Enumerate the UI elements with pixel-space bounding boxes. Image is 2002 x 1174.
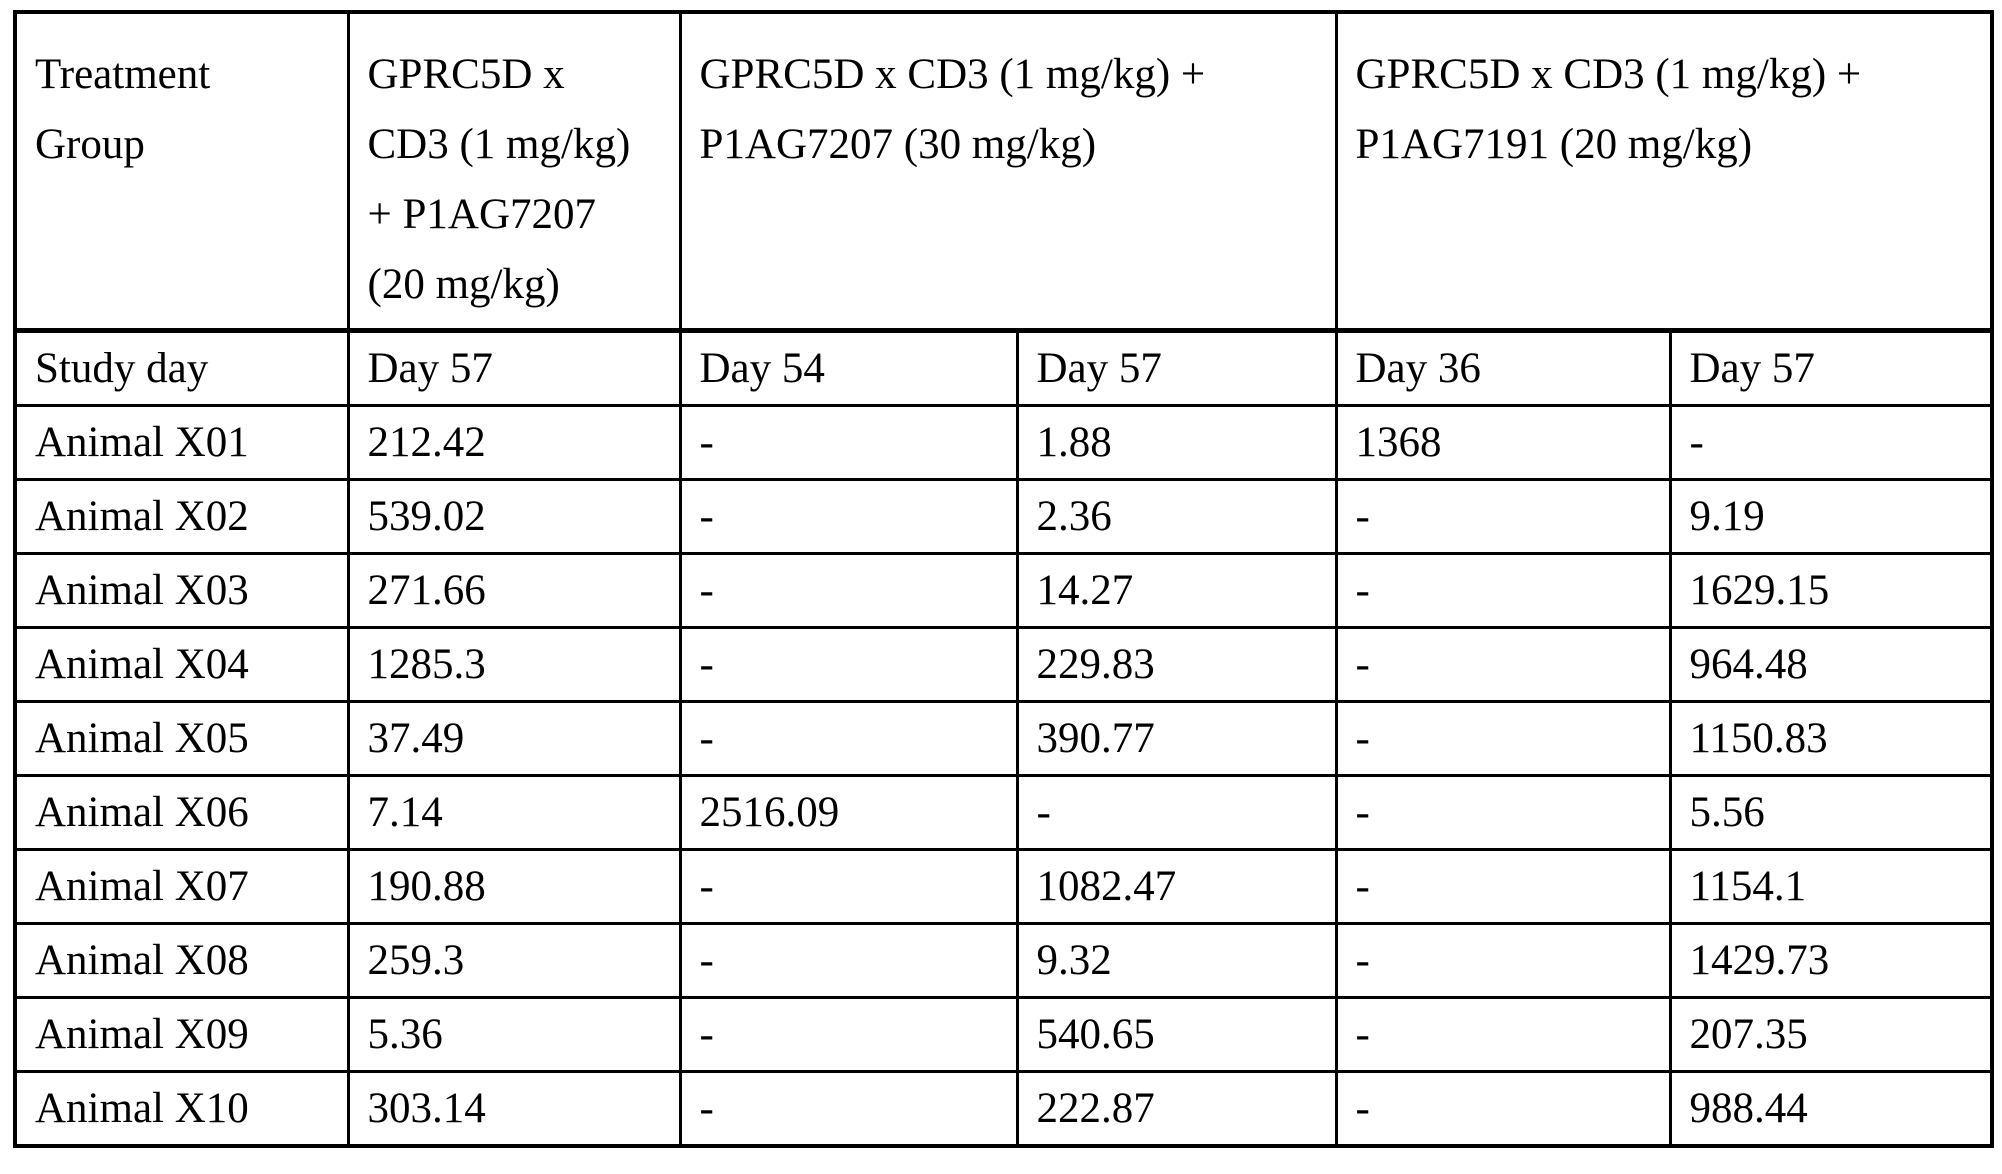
animal-id-cell: Animal X02: [13, 478, 350, 555]
value-cell: -: [678, 404, 1019, 481]
value-cell: 37.49: [346, 700, 682, 777]
animal-id-cell: Animal X07: [13, 848, 350, 925]
value-cell: 9.32: [1015, 922, 1338, 999]
value-cell: 5.56: [1668, 774, 1994, 851]
animal-id-cell: Animal X09: [13, 996, 350, 1073]
table-row-animal-x01: Animal X01 212.42 - 1.88 1368 -: [13, 404, 1994, 481]
value-cell: 212.42: [346, 404, 682, 481]
header-treatment-group: Treatment Group: [13, 10, 350, 333]
header-group3-gprc5d-cd3-p1ag7191-20: GPRC5D x CD3 (1 mg/kg) + P1AG7191 (20 mg…: [1334, 10, 1994, 333]
value-cell: 1285.3: [346, 626, 682, 703]
value-cell: -: [1334, 774, 1672, 851]
value-cell: -: [1334, 552, 1672, 629]
value-cell: -: [1334, 700, 1672, 777]
animal-id-cell: Animal X08: [13, 922, 350, 999]
value-cell: -: [1334, 996, 1672, 1073]
value-cell: -: [678, 848, 1019, 925]
value-cell: 2.36: [1015, 478, 1338, 555]
value-cell: -: [678, 996, 1019, 1073]
animal-id-cell: Animal X03: [13, 552, 350, 629]
value-cell: 222.87: [1015, 1070, 1338, 1148]
value-cell: -: [678, 552, 1019, 629]
value-cell: 229.83: [1015, 626, 1338, 703]
table-row-animal-x04: Animal X04 1285.3 - 229.83 - 964.48: [13, 626, 1994, 703]
value-cell: 1150.83: [1668, 700, 1994, 777]
study-day-cell: Day 57: [1668, 329, 1994, 407]
table-row-animal-x10: Animal X10 303.14 - 222.87 - 988.44: [13, 1070, 1994, 1148]
animal-id-cell: Animal X10: [13, 1070, 350, 1148]
value-cell: -: [1668, 404, 1994, 481]
value-cell: 1368: [1334, 404, 1672, 481]
table-row-animal-x08: Animal X08 259.3 - 9.32 - 1429.73: [13, 922, 1994, 999]
value-cell: 964.48: [1668, 626, 1994, 703]
table-row-animal-x03: Animal X03 271.66 - 14.27 - 1629.15: [13, 552, 1994, 629]
value-cell: -: [1334, 626, 1672, 703]
study-day-cell: Day 57: [346, 329, 682, 407]
value-cell: -: [678, 626, 1019, 703]
study-day-label: Study day: [13, 329, 350, 407]
value-cell: 1154.1: [1668, 848, 1994, 925]
table-row-animal-x07: Animal X07 190.88 - 1082.47 - 1154.1: [13, 848, 1994, 925]
animal-id-cell: Animal X04: [13, 626, 350, 703]
value-cell: 1429.73: [1668, 922, 1994, 999]
table-header-row: Treatment Group GPRC5D x CD3 (1 mg/kg) +…: [13, 10, 1994, 333]
value-cell: -: [1334, 1070, 1672, 1148]
value-cell: 1082.47: [1015, 848, 1338, 925]
value-cell: 2516.09: [678, 774, 1019, 851]
value-cell: 190.88: [346, 848, 682, 925]
value-cell: -: [1334, 848, 1672, 925]
header-group2-gprc5d-cd3-p1ag7207-30: GPRC5D x CD3 (1 mg/kg) + P1AG7207 (30 mg…: [678, 10, 1338, 333]
animal-id-cell: Animal X01: [13, 404, 350, 481]
value-cell: 540.65: [1015, 996, 1338, 1073]
study-day-row: Study day Day 57 Day 54 Day 57 Day 36 Da…: [13, 329, 1994, 407]
value-cell: 1629.15: [1668, 552, 1994, 629]
value-cell: 259.3: [346, 922, 682, 999]
table-row-animal-x05: Animal X05 37.49 - 390.77 - 1150.83: [13, 700, 1994, 777]
value-cell: -: [678, 478, 1019, 555]
value-cell: 539.02: [346, 478, 682, 555]
table-row-animal-x09: Animal X09 5.36 - 540.65 - 207.35: [13, 996, 1994, 1073]
value-cell: 7.14: [346, 774, 682, 851]
study-day-cell: Day 36: [1334, 329, 1672, 407]
value-cell: 14.27: [1015, 552, 1338, 629]
header-group1-gprc5d-cd3-p1ag7207-20: GPRC5D x CD3 (1 mg/kg) + P1AG7207 (20 mg…: [346, 10, 682, 333]
animal-id-cell: Animal X05: [13, 700, 350, 777]
treatment-results-table: Treatment Group GPRC5D x CD3 (1 mg/kg) +…: [13, 10, 1994, 1148]
table-row-animal-x02: Animal X02 539.02 - 2.36 - 9.19: [13, 478, 1994, 555]
value-cell: -: [678, 700, 1019, 777]
value-cell: 1.88: [1015, 404, 1338, 481]
value-cell: 271.66: [346, 552, 682, 629]
value-cell: -: [1334, 478, 1672, 555]
value-cell: -: [1015, 774, 1338, 851]
value-cell: 9.19: [1668, 478, 1994, 555]
table-row-animal-x06: Animal X06 7.14 2516.09 - - 5.56: [13, 774, 1994, 851]
value-cell: 988.44: [1668, 1070, 1994, 1148]
value-cell: 207.35: [1668, 996, 1994, 1073]
animal-id-cell: Animal X06: [13, 774, 350, 851]
value-cell: -: [678, 922, 1019, 999]
value-cell: 390.77: [1015, 700, 1338, 777]
value-cell: -: [678, 1070, 1019, 1148]
value-cell: 5.36: [346, 996, 682, 1073]
value-cell: 303.14: [346, 1070, 682, 1148]
study-day-cell: Day 57: [1015, 329, 1338, 407]
value-cell: -: [1334, 922, 1672, 999]
study-day-cell: Day 54: [678, 329, 1019, 407]
